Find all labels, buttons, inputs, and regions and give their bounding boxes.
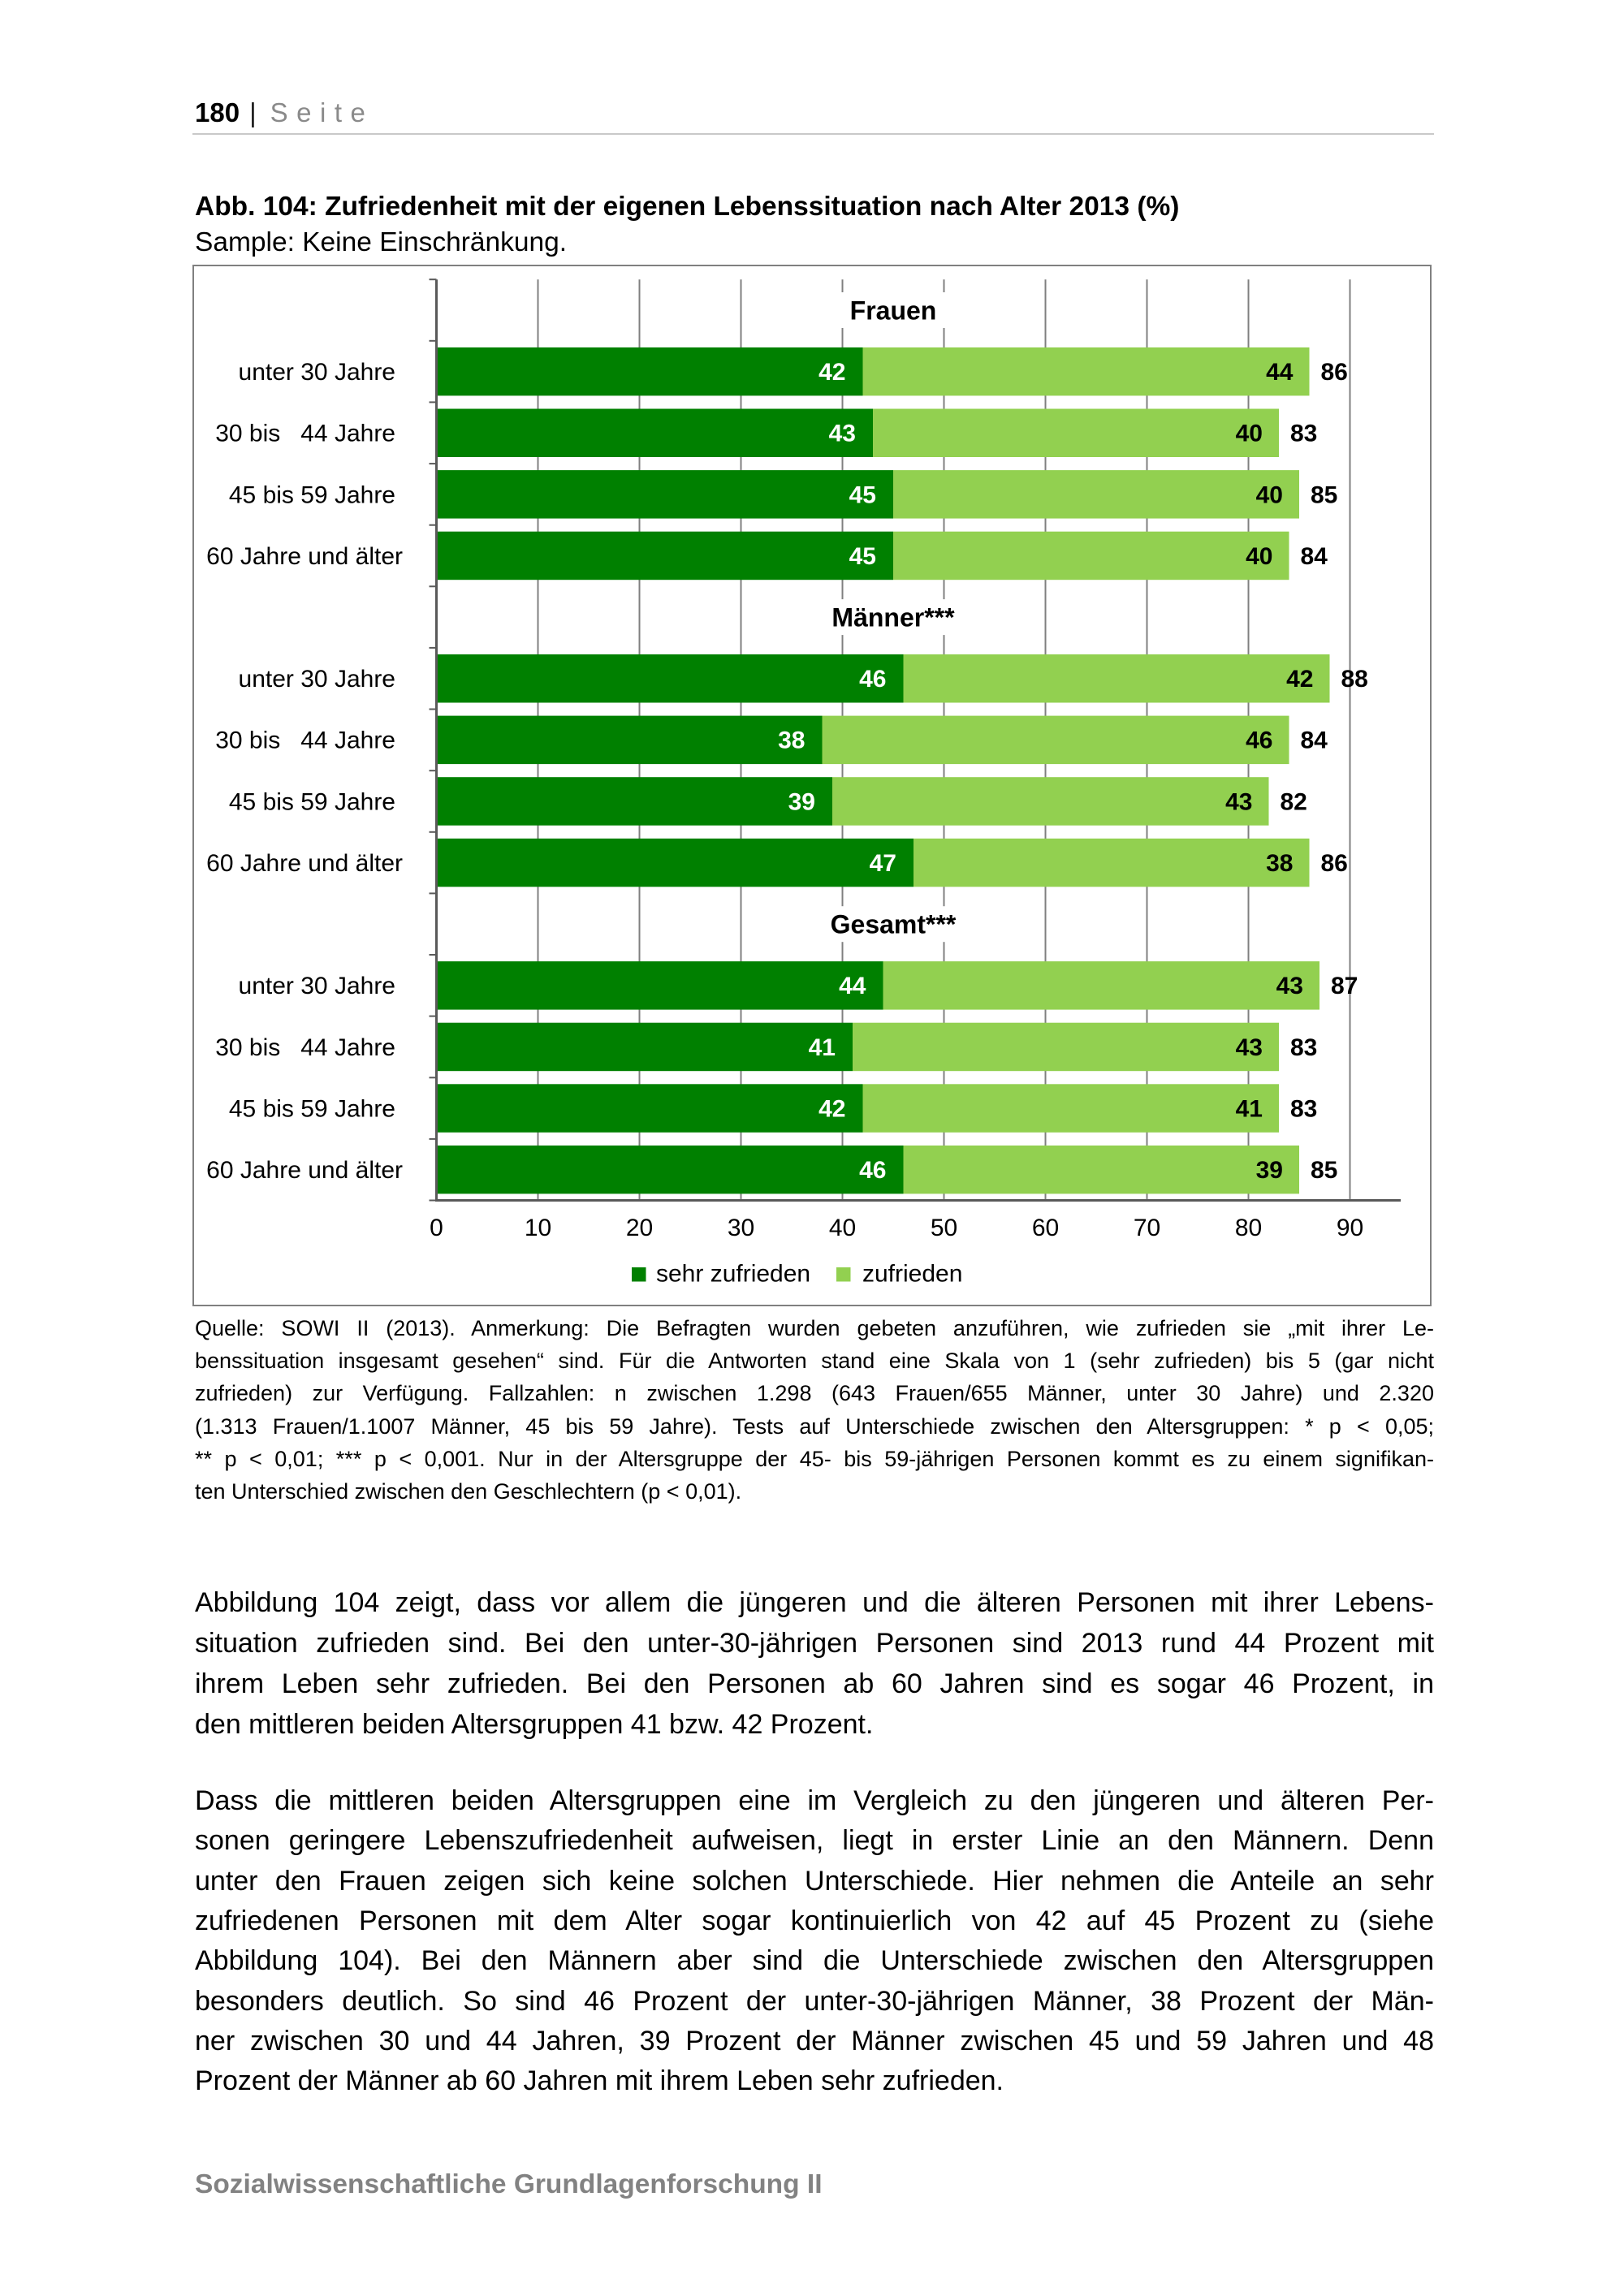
- svg-text:38: 38: [1266, 850, 1293, 877]
- svg-text:60 Jahre und älter: 60 Jahre und älter: [206, 1157, 403, 1184]
- svg-text:45 bis 59 Jahre: 45 bis 59 Jahre: [229, 788, 395, 815]
- svg-text:46: 46: [1246, 727, 1272, 754]
- svg-text:40: 40: [829, 1215, 856, 1241]
- svg-text:80: 80: [1235, 1215, 1262, 1241]
- svg-text:39: 39: [1256, 1157, 1283, 1184]
- svg-text:Gesamt***: Gesamt***: [831, 910, 957, 939]
- svg-text:86: 86: [1321, 359, 1348, 386]
- svg-text:0: 0: [430, 1215, 443, 1241]
- svg-text:sehr zufrieden: sehr zufrieden: [656, 1261, 810, 1288]
- svg-text:83: 83: [1290, 1096, 1317, 1123]
- svg-text:44: 44: [1266, 359, 1294, 386]
- svg-text:30 bis 44 Jahre: 30 bis 44 Jahre: [215, 727, 395, 754]
- svg-text:88: 88: [1341, 666, 1368, 693]
- svg-text:40: 40: [1256, 481, 1283, 508]
- svg-text:85: 85: [1311, 481, 1337, 508]
- svg-text:39: 39: [788, 788, 815, 815]
- svg-text:20: 20: [626, 1215, 653, 1241]
- svg-text:42: 42: [1286, 666, 1313, 693]
- svg-text:42: 42: [818, 1096, 845, 1123]
- svg-text:45 bis 59 Jahre: 45 bis 59 Jahre: [229, 481, 395, 508]
- svg-text:85: 85: [1311, 1157, 1337, 1184]
- svg-text:30 bis 44 Jahre: 30 bis 44 Jahre: [215, 421, 395, 447]
- svg-text:83: 83: [1290, 1034, 1317, 1061]
- svg-text:90: 90: [1337, 1215, 1363, 1241]
- svg-text:60 Jahre und älter: 60 Jahre und älter: [206, 850, 403, 877]
- svg-text:86: 86: [1321, 850, 1348, 877]
- svg-text:43: 43: [1236, 1034, 1263, 1061]
- svg-text:unter 30 Jahre: unter 30 Jahre: [239, 666, 395, 693]
- svg-text:45: 45: [849, 543, 876, 570]
- svg-text:60 Jahre und älter: 60 Jahre und älter: [206, 543, 403, 570]
- svg-text:40: 40: [1246, 543, 1272, 570]
- svg-text:38: 38: [778, 727, 805, 754]
- svg-text:zufrieden: zufrieden: [862, 1261, 962, 1288]
- svg-text:42: 42: [818, 359, 845, 386]
- svg-text:60: 60: [1032, 1215, 1059, 1241]
- svg-text:45 bis 59 Jahre: 45 bis 59 Jahre: [229, 1096, 395, 1123]
- svg-text:30 bis 44 Jahre: 30 bis 44 Jahre: [215, 1034, 395, 1061]
- svg-text:40: 40: [1236, 421, 1263, 447]
- svg-text:43: 43: [1225, 788, 1252, 815]
- svg-text:47: 47: [870, 850, 896, 877]
- svg-text:43: 43: [829, 421, 856, 447]
- svg-text:45: 45: [849, 481, 876, 508]
- svg-text:unter 30 Jahre: unter 30 Jahre: [239, 359, 395, 386]
- svg-text:83: 83: [1290, 421, 1317, 447]
- svg-text:30: 30: [728, 1215, 754, 1241]
- svg-text:46: 46: [859, 1157, 886, 1184]
- svg-text:41: 41: [809, 1034, 836, 1061]
- svg-text:41: 41: [1236, 1096, 1263, 1123]
- svg-text:84: 84: [1301, 543, 1328, 570]
- svg-text:44: 44: [839, 973, 866, 999]
- svg-text:46: 46: [859, 666, 886, 693]
- svg-text:unter 30 Jahre: unter 30 Jahre: [239, 973, 395, 999]
- svg-text:87: 87: [1331, 973, 1358, 999]
- svg-text:50: 50: [931, 1215, 957, 1241]
- svg-text:10: 10: [525, 1215, 551, 1241]
- svg-text:70: 70: [1134, 1215, 1160, 1241]
- svg-text:Männer***: Männer***: [831, 602, 955, 632]
- svg-text:43: 43: [1276, 973, 1303, 999]
- svg-text:82: 82: [1281, 788, 1307, 815]
- svg-text:84: 84: [1301, 727, 1328, 754]
- svg-text:Frauen: Frauen: [850, 296, 937, 325]
